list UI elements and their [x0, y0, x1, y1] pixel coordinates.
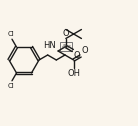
Text: O: O: [63, 28, 69, 38]
Text: O: O: [82, 46, 88, 55]
Text: Abs: Abs: [61, 44, 71, 49]
FancyBboxPatch shape: [60, 42, 72, 51]
Text: HN: HN: [43, 41, 56, 50]
Text: OH: OH: [67, 69, 80, 78]
Text: Cl: Cl: [8, 31, 14, 37]
Text: O: O: [74, 52, 80, 60]
Text: Cl: Cl: [8, 83, 14, 89]
